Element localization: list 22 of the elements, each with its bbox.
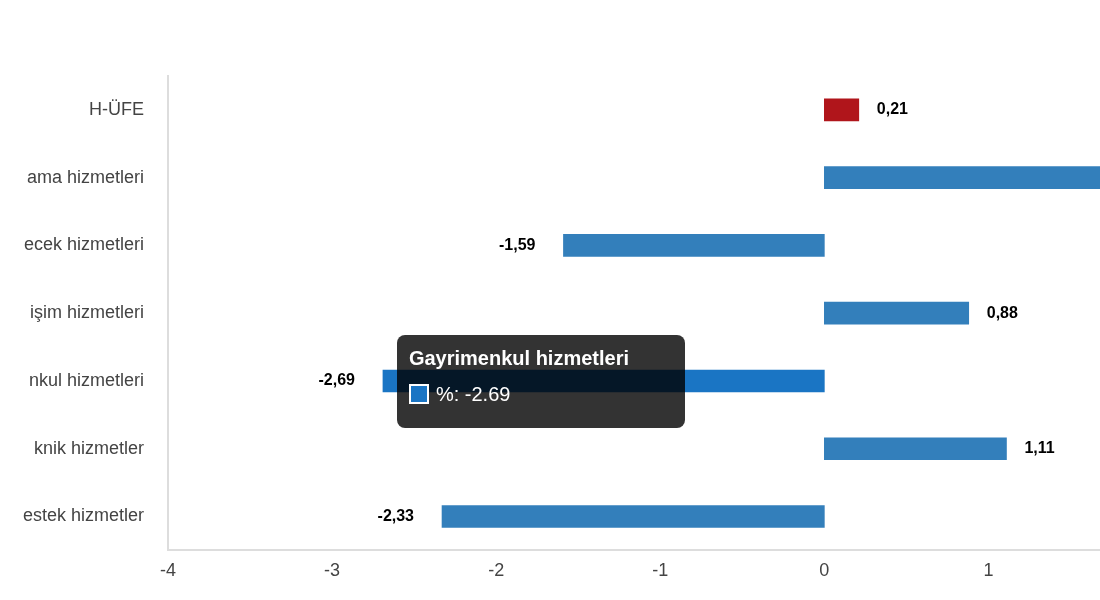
y-tick-label: nkul hizmetleri <box>28 369 144 390</box>
y-tick-label: işim hizmetleri <box>29 302 144 323</box>
data-label: -2,69 <box>318 371 356 389</box>
x-tick-label: 0 <box>819 560 830 581</box>
data-label: 0,88 <box>986 303 1018 321</box>
data-label: 1,11 <box>1024 439 1055 457</box>
data-label: -1,59 <box>498 235 536 253</box>
x-tick-label: -2 <box>488 560 505 581</box>
x-tick-label: -3 <box>324 560 341 581</box>
y-tick-label: ama hizmetleri <box>26 166 144 187</box>
y-tick-label: knik hizmetler <box>33 437 144 458</box>
tooltip: Gayrimenkul hizmetleri %: -2.69 <box>396 334 685 428</box>
x-tick-label: -1 <box>652 560 669 581</box>
data-label: 0,21 <box>876 100 909 118</box>
x-tick-label: 1 <box>983 560 994 581</box>
y-tick-label: estek hizmetler <box>22 505 144 526</box>
data-label: -2,33 <box>377 506 415 524</box>
x-tick-label: -4 <box>159 560 177 581</box>
annotation: %: -2.69 <box>435 382 511 405</box>
y-tick-label: H-ÜFE <box>89 98 144 119</box>
annotation: Gayrimenkul hizmetleri <box>408 345 630 371</box>
y-tick-label: ecek hizmetleri <box>23 234 144 255</box>
